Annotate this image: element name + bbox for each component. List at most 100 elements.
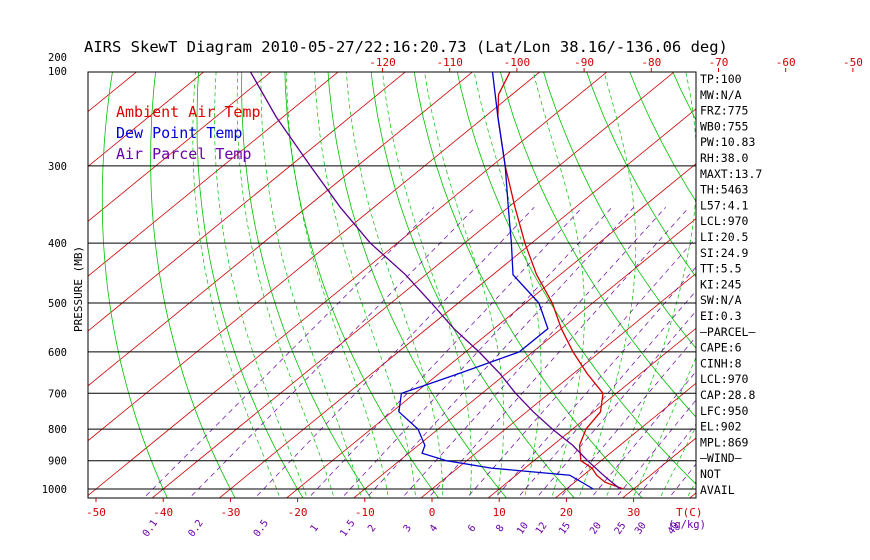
pressure-tick-label: 500: [48, 298, 67, 310]
dry-adiabat-line: [861, 0, 870, 502]
grid-lines: [0, 0, 870, 502]
top-temp-tick-label: -90: [574, 56, 594, 69]
mixing-ratio-line: [590, 371, 696, 498]
mixing-ratio-line: [494, 266, 696, 498]
mixing-ratio-line: [308, 207, 583, 498]
index-entry: CINH:8: [700, 356, 742, 370]
isotherm-line: [151, 72, 675, 498]
mixing-ratio-line: [615, 399, 696, 498]
x-unit-label: T(C): [676, 506, 703, 519]
dry-adiabat-line: [500, 72, 696, 418]
index-entry: RH:38.0: [700, 151, 749, 165]
mixing-ratio-line: [189, 207, 476, 498]
pressure-tick-label: 900: [48, 456, 67, 468]
bottom-temp-tick-label: 0: [429, 506, 436, 519]
chart-title: AIRS SkewT Diagram 2010-05-27/22:16:20.7…: [84, 38, 728, 56]
index-entry: TT:5.5: [700, 262, 742, 276]
mixing-ratio-tick-label: 12: [534, 520, 550, 536]
dry-adiabat-line: [543, 72, 696, 349]
data-series: [249, 72, 624, 490]
isotherm-line: [88, 72, 474, 387]
index-entry: —WIND—: [700, 451, 742, 465]
isotherm-line: [88, 72, 406, 332]
index-entry: EI:0.3: [700, 309, 742, 323]
index-entry: KI:245: [700, 277, 742, 291]
moist-adiabat-line: [605, 72, 696, 498]
mixing-ratio-line: [401, 207, 666, 498]
index-entry: —PARCEL—: [700, 325, 755, 339]
pressure-tick-label: 100: [48, 66, 67, 78]
series-line: [497, 72, 624, 490]
mixing-ratio-line: [365, 207, 635, 498]
index-entry: TP:100: [700, 72, 742, 86]
bottom-temp-tick-label: -20: [288, 506, 308, 519]
mixing-ratio-tick-label: 0.1: [141, 518, 160, 539]
dry-adiabat-line: [101, 72, 168, 498]
index-entry: NOT: [700, 467, 721, 481]
index-entry: PW:10.83: [700, 135, 755, 149]
mixing-ratio-tick-label: 8: [494, 523, 506, 534]
bottom-temp-tick-label: -40: [153, 506, 173, 519]
mixing-ratio-tick-label: 25: [613, 521, 629, 537]
mixing-ratio-unit-label: (g/kg): [668, 519, 706, 531]
pressure-tick-label: 300: [48, 161, 67, 173]
mixing-ratio-tick-label: 15: [557, 520, 573, 536]
mixing-ratio-tick-label: 30: [633, 520, 649, 536]
bottom-temp-tick-label: 20: [560, 506, 573, 519]
mixing-ratio-line: [517, 290, 696, 498]
mixing-ratio-tick-label: 1.5: [338, 518, 357, 539]
legend-entry: Ambient Air Temp: [116, 103, 261, 121]
isotherm-line: [218, 108, 696, 498]
index-entry: TH:5463: [700, 183, 749, 197]
mixing-ratio-tick-label: 6: [466, 523, 478, 534]
mixing-ratio-tick-label: 1: [309, 523, 321, 534]
dry-adiabat-line: [370, 72, 575, 498]
index-entry: LI:20.5: [700, 230, 748, 244]
dry-adiabat-line: [826, 0, 870, 502]
mixing-ratio-line: [143, 207, 435, 498]
legend-entry: Air Parcel Temp: [116, 145, 251, 163]
index-entry: MW:N/A: [700, 88, 742, 102]
dry-adiabat-line: [241, 72, 372, 498]
pressure-tick-label: 400: [48, 238, 67, 250]
index-entry: CAP:28.8: [700, 388, 755, 402]
top-temp-tick-label: -120: [369, 56, 396, 69]
top-temp-tick-label: -60: [776, 56, 796, 69]
isotherm-line: [88, 72, 339, 277]
pressure-tick-label: 700: [48, 388, 67, 400]
dry-adiabat-line: [413, 72, 643, 498]
moist-adiabat-line: [260, 72, 362, 498]
pressure-tick-label: 200: [48, 52, 67, 64]
pressure-tick-label: 800: [48, 424, 67, 436]
mixing-ratio-tick-label: 4: [428, 523, 440, 534]
bottom-temp-tick-label: -50: [86, 506, 106, 519]
bottom-temp-tick-label: 10: [493, 506, 506, 519]
isotherm-line: [88, 72, 608, 497]
legend-entry: Dew Point Temp: [116, 124, 242, 142]
pressure-tick-label: 1000: [42, 484, 67, 496]
isotherm-line: [0, 0, 181, 502]
moist-adiabat-line: [192, 72, 281, 498]
isotherm-line: [819, 0, 870, 502]
mixing-ratio-line: [535, 310, 696, 498]
mixing-ratio-tick-label: 2: [366, 523, 378, 534]
top-temp-tick-label: -70: [709, 56, 729, 69]
index-entry: LCL:970: [700, 214, 749, 228]
series-line: [249, 72, 621, 490]
dry-adiabat-line: [757, 0, 870, 502]
index-entry: MPL:869: [700, 435, 749, 449]
isotherm-line: [353, 218, 696, 498]
mixing-ratio-line: [635, 423, 696, 498]
index-entry: WB0:755: [700, 119, 748, 133]
index-entry: LFC:950: [700, 404, 749, 418]
y-axis-label: PRESSURE (MB): [72, 246, 85, 332]
dry-adiabat-line: [196, 72, 304, 498]
mixing-ratio-line: [466, 237, 696, 498]
bottom-temp-tick-label: 30: [627, 506, 640, 519]
dry-adiabat-line: [791, 0, 870, 502]
dry-adiabat-line: [456, 72, 696, 485]
index-entry: LCL:970: [700, 372, 749, 386]
mixing-ratio-tick-label: 0.5: [252, 518, 271, 539]
